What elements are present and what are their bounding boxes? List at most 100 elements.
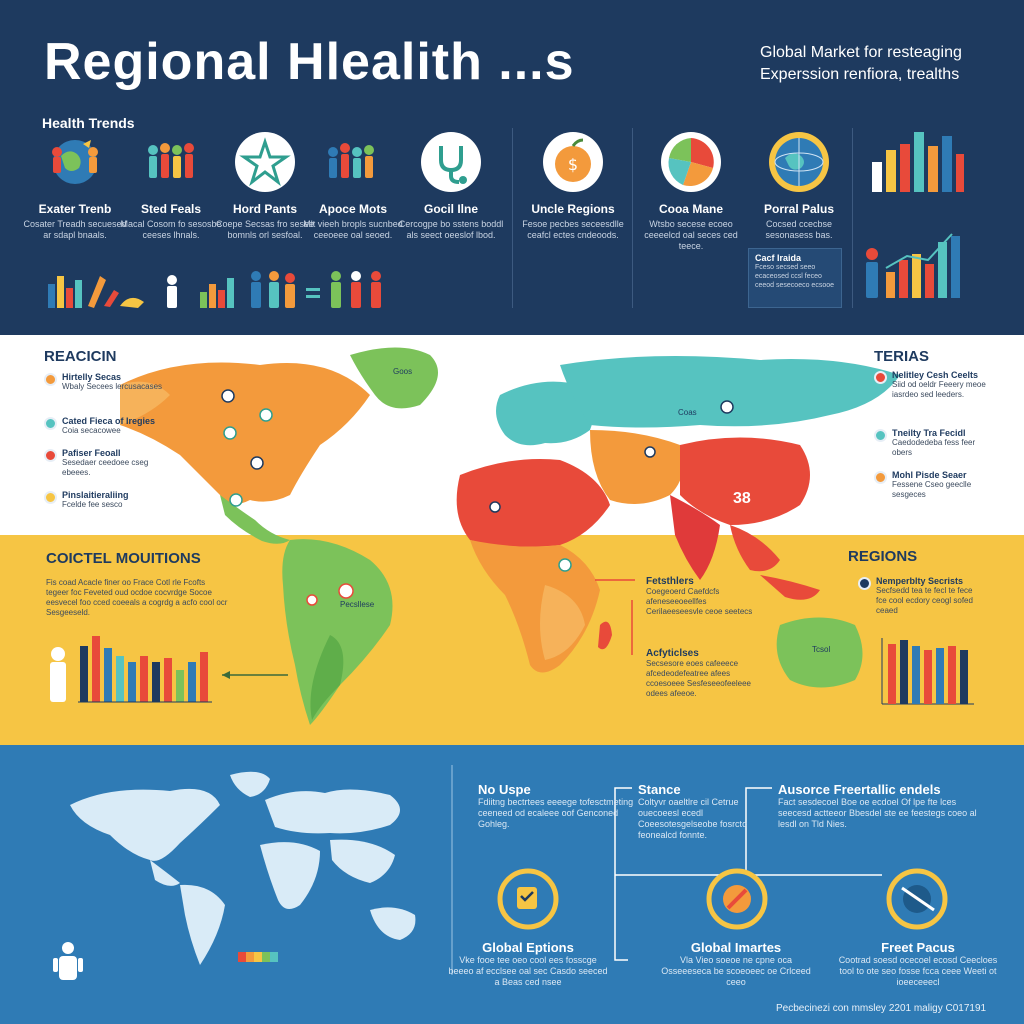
color-scale-icon [238, 952, 286, 962]
bottom-col-text: Coltyvr oaeltlre cil Cetrue ouecoeesl ec… [638, 797, 748, 840]
checklist-icon[interactable] [497, 868, 559, 930]
person-icon [53, 942, 83, 980]
legend-item: Nelitley Cesh Ceelts Siid od oeldr Feeer… [874, 370, 994, 400]
bar-chart-icon [872, 132, 964, 192]
legend-item: Nemperblty Secrists Secfsedd tea te fecl… [858, 576, 984, 616]
legend-dot [44, 449, 57, 462]
target-icon[interactable] [886, 868, 948, 930]
divider [632, 128, 633, 308]
map-pin-icon[interactable] [250, 456, 264, 470]
footer-note: Pecbecinezi con mmsley 2201 maligy C0171… [776, 1003, 987, 1014]
trend-desc: Cercogpe bo sstens boddl als seect oeesl… [398, 219, 504, 240]
trend-card[interactable]: Exater Trenb Cosater Treadh secuesed ar … [20, 130, 130, 241]
map-label-brazil: Pecsllese [340, 600, 375, 609]
legend-text: Wbaly Secees lercusacases [62, 382, 163, 391]
trend-title: Sted Feals [140, 202, 202, 216]
header-band: Regional Hlealith ...s Global Market for… [0, 0, 1024, 335]
trend-card[interactable]: $ Uncle Regions Fesoe pecbes seceesdlle … [518, 130, 628, 241]
legend-dot [874, 371, 887, 384]
pie-chart-icon [661, 132, 721, 192]
region-australia [776, 617, 863, 688]
trend-card[interactable]: Gocil Ilne Cercogpe bo sstens boddl als … [396, 130, 506, 241]
legend-item: Tneilty Tra Fecidl Caedodedeba fess feer… [874, 428, 994, 458]
legend-item: Mohl Pisde Seaer Fessene Cseo geeclle se… [874, 470, 994, 500]
bottom-col-title: Ausorce Freertallic endels [778, 782, 941, 797]
region-middle-east [590, 430, 684, 504]
divider [512, 128, 513, 308]
map-pin-icon[interactable] [558, 558, 572, 572]
bottom-label: Freet Pacus Cootrad soesd ocecoel ecosd … [838, 940, 998, 988]
trend-desc: Macal Cosom fo sesosbe ceeses lhnals. [120, 219, 222, 240]
map-pin-icon[interactable] [221, 389, 235, 403]
legend-title: Pinslaitieraliing [62, 490, 129, 500]
legend-dot [858, 577, 871, 590]
region-north-asia [560, 356, 900, 428]
mini-icon-row [48, 271, 381, 308]
bar-chart-icon [881, 638, 974, 705]
map-pin-icon[interactable] [720, 400, 734, 414]
bottom-col: Stance Coltyvr oaeltlre cil Cetrue oueco… [638, 782, 758, 841]
globe-icon [769, 132, 829, 192]
region-south-america [282, 539, 393, 725]
legend-title: Tneilty Tra Fecidl [892, 428, 966, 438]
map-pin-icon[interactable] [489, 501, 501, 513]
map-pin-icon[interactable] [223, 426, 237, 440]
region-sub-saharan-africa [470, 540, 600, 673]
legend-text: Secfsedd tea te fecl te fece fce cool ec… [876, 586, 973, 615]
info-box-title: Cacf Iraida [755, 253, 802, 263]
legend-dot [874, 471, 887, 484]
note-text: Secsesore eoes cafeeece afcedeodefeatree… [646, 659, 751, 698]
apple-icon: $ [543, 132, 603, 192]
map-label-asia: Coas [678, 408, 697, 417]
map-right-heading: TERIAS [874, 348, 930, 365]
person-bar-chart-icon [866, 233, 960, 298]
page-title: Regional Hlealith ...s [44, 33, 575, 91]
legend-text: Coia secacowee [62, 426, 121, 435]
stethoscope-icon [421, 132, 481, 192]
trend-desc: Wtsbo secese ecoeo ceeeelcd oal seces ce… [644, 219, 738, 251]
note-title: Fetsthlers [646, 576, 694, 587]
note-block: Acfyticlses Secsesore eoes cafeeece afce… [646, 648, 756, 699]
world-map [120, 347, 900, 725]
map-pin-icon[interactable] [229, 493, 243, 507]
trend-title: Porral Palus [763, 202, 835, 216]
yellow-left-list: Fis coad Acacle finer oo Frace Cotl rle … [46, 578, 286, 618]
bottom-col-text: Fdiitng bectrtees eeeege tofesctmeting c… [478, 797, 634, 829]
bottom-col-text: Fact sesdecoel Boe oe ecdoel Of lpe fte … [778, 797, 977, 829]
bottom-col-title: No Uspe [478, 782, 531, 797]
trend-title: Gocil Ilne [423, 202, 478, 216]
page-subtitle: Global Market for resteaging Experssion … [760, 42, 1000, 86]
svg-text:$: $ [568, 155, 578, 174]
person-bar-chart-icon [50, 636, 212, 703]
legend-title: Hirtelly Secas [62, 372, 122, 382]
legend-item: Pafiser Feoall Sesedaer ceedoee cseg ebe… [44, 448, 164, 478]
trend-card[interactable]: Porral Palus Cocsed ccecbse sesonasess b… [744, 130, 854, 241]
map-pin-icon[interactable] [259, 408, 273, 422]
legend-item: Cated Fieca of Iregies Coia secacowee [44, 416, 164, 436]
region-north-africa [456, 459, 610, 547]
legend-text: Fcelde fee sesco [62, 500, 123, 509]
group-people-icon [148, 143, 194, 178]
trend-card[interactable]: Apoce Mots Mlt vieeh bropls sucnbed ceeo… [298, 130, 408, 241]
map-label-greenland: Goos [393, 367, 413, 376]
bottom-label: Global Eptions Vke fooe tee oeo cool ees… [448, 940, 608, 988]
yellow-right-heading: REGIONS [848, 548, 918, 565]
trend-card[interactable]: Cooa Mane Wtsbo secese ecoeo ceeeelcd oa… [636, 130, 746, 252]
list-item: Fis coad Acacle finer oo Frace Cotl rle … [46, 578, 206, 587]
prohibited-icon[interactable] [706, 868, 768, 930]
legend-text: Caedodedeba fess feer obers [892, 438, 976, 457]
trend-card[interactable]: Hord Pants Coepe Secsas fro sesee bomnls… [210, 130, 320, 241]
trend-title: Uncle Regions [531, 202, 615, 216]
region-east-asia [680, 437, 810, 525]
map-pin-icon[interactable] [306, 594, 318, 606]
legend-title: Mohl Pisde Seaer [892, 470, 967, 480]
map-pin-icon[interactable] [644, 446, 656, 458]
note-block: Fetsthlers Coegeoerd Caefdcfs afeneseeoe… [646, 576, 756, 617]
legend-title: Nelitley Cesh Ceelts [892, 370, 979, 380]
world-map-light [70, 771, 416, 965]
map-value-china: 38 [733, 490, 751, 507]
trend-card[interactable]: Sted Feals Macal Cosom fo sesosbe ceeses… [116, 130, 226, 241]
trend-title: Exater Trenb [38, 202, 112, 216]
legend-title: Nemperblty Secrists [876, 576, 964, 586]
map-pin-icon[interactable] [338, 583, 354, 599]
